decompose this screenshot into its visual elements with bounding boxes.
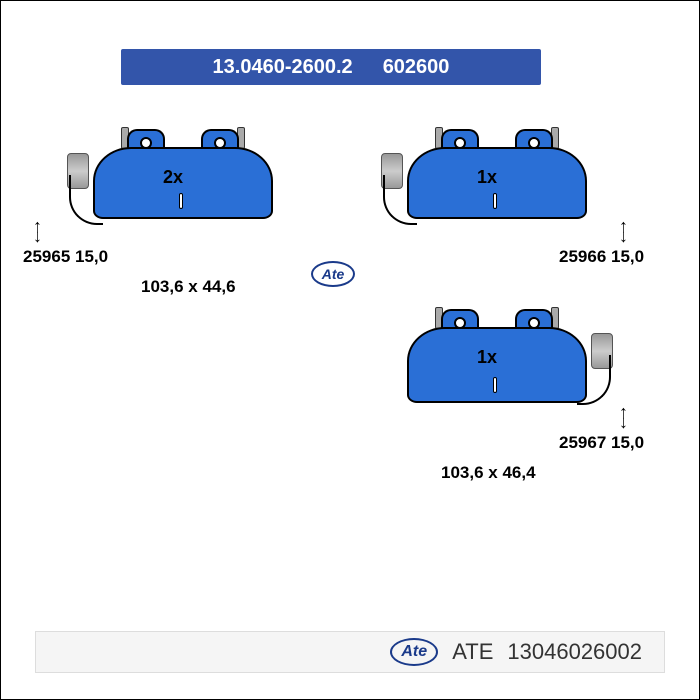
thickness-indicator: ↑ ↓ (619, 221, 628, 241)
wear-mark (179, 193, 183, 209)
pad-qty-label: 1x (477, 167, 497, 188)
thickness-indicator: ↑ ↓ (33, 221, 42, 241)
brake-pad-1: 2x (73, 129, 293, 224)
pad3-thickness: 15,0 (611, 433, 644, 452)
diagram-container: 13.0460-2600.2 602600 2x ↑ ↓ 25965 15,0 … (0, 0, 700, 700)
pad3-dimensions: 103,6 x 46,4 (441, 463, 536, 483)
thickness-indicator: ↑ ↓ (619, 407, 628, 427)
pad2-code-label: 25966 15,0 (559, 247, 644, 267)
arrow-down-icon: ↓ (33, 231, 42, 241)
hole-icon (528, 317, 540, 329)
pad1-dimensions: 103,6 x 44,6 (141, 277, 236, 297)
hole-icon (454, 137, 466, 149)
footer-partcode: 13046026002 (507, 639, 642, 665)
pad-shape: 2x (73, 129, 293, 224)
brake-pad-3: 1x (387, 309, 607, 404)
pad-qty-label: 2x (163, 167, 183, 188)
footer-brand: ATE (452, 639, 493, 665)
pad1-thickness: 15,0 (75, 247, 108, 266)
pad3-code-label: 25967 15,0 (559, 433, 644, 453)
pad-shape: 1x (387, 129, 607, 224)
pad3-code: 25967 (559, 433, 606, 452)
pad-qty-label: 1x (477, 347, 497, 368)
pad2-code: 25966 (559, 247, 606, 266)
wear-mark (493, 377, 497, 393)
hole-icon (214, 137, 226, 149)
footer-bar: Ate ATE 13046026002 (35, 631, 665, 673)
brand-logo: Ate (311, 261, 355, 287)
header-bar: 13.0460-2600.2 602600 (121, 49, 541, 85)
hole-icon (454, 317, 466, 329)
arrow-down-icon: ↓ (619, 231, 628, 241)
brake-pad-2: 1x (387, 129, 607, 224)
header-part-number-2: 602600 (383, 56, 450, 79)
footer-logo: Ate (390, 638, 438, 666)
header-part-number-1: 13.0460-2600.2 (213, 56, 353, 79)
pad-shape: 1x (387, 309, 607, 404)
hole-icon (140, 137, 152, 149)
pad1-code-label: 25965 15,0 (23, 247, 108, 267)
hole-icon (528, 137, 540, 149)
arrow-down-icon: ↓ (619, 417, 628, 427)
pad2-thickness: 15,0 (611, 247, 644, 266)
wear-mark (493, 193, 497, 209)
pad1-code: 25965 (23, 247, 70, 266)
